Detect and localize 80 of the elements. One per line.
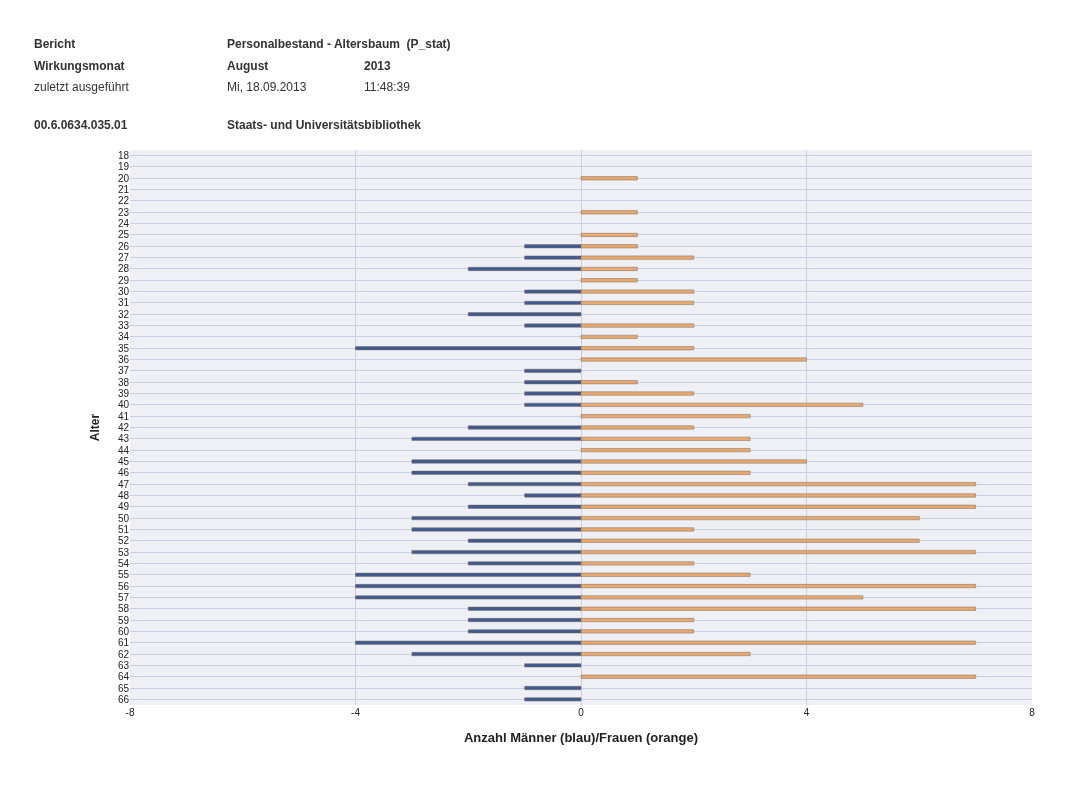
y-tick-label: 25: [117, 229, 130, 241]
bar: [580, 176, 638, 181]
x-tick-label: 8: [1029, 707, 1036, 718]
y-tick-label: 45: [117, 455, 130, 467]
text: 2013: [364, 59, 392, 73]
y-tick-label: 56: [117, 580, 130, 592]
y-tick-label: 28: [117, 263, 130, 275]
bar: [524, 368, 582, 373]
y-tick-label: 55: [117, 569, 130, 581]
bar: [580, 210, 638, 215]
y-tick-label: 48: [117, 489, 130, 501]
bar: [580, 674, 976, 679]
y-tick-label: 38: [117, 376, 130, 388]
y-tick-label: 40: [117, 399, 130, 411]
text: Staats- und Universitätsbibliothek: [227, 118, 422, 132]
x-tick-label: -4: [351, 707, 361, 718]
y-tick-label: 18: [117, 150, 130, 162]
y-tick-label: 61: [117, 637, 130, 649]
y-tick-label: 54: [117, 557, 130, 569]
y-tick-label: 36: [117, 354, 130, 366]
y-tick-label: 66: [117, 693, 130, 705]
y-tick-label: 34: [117, 331, 130, 343]
y-tick-label: 51: [117, 523, 130, 535]
y-tick-label: 46: [117, 467, 130, 479]
y-tick-label: 63: [117, 659, 130, 671]
y-tick-label: 32: [117, 308, 130, 320]
y-tick-label: 62: [117, 648, 130, 660]
y-tick-label: 23: [117, 206, 130, 218]
x-tick-label: 4: [803, 707, 810, 718]
bar: [468, 312, 582, 317]
bar: [580, 448, 751, 453]
y-tick-label: 53: [117, 546, 130, 558]
y-tick-label: 35: [117, 342, 130, 354]
y-tick-label: 41: [117, 410, 130, 422]
y-tick-label: 33: [117, 320, 130, 332]
y-tick-label: 60: [117, 625, 130, 637]
y-tick-label: 31: [117, 297, 130, 309]
text: zuletzt ausgeführt: [34, 80, 130, 94]
y-tick-label: 30: [117, 286, 130, 298]
bar: [524, 686, 582, 690]
y-tick-label: 42: [117, 422, 130, 433]
bar: [580, 334, 638, 339]
y-tick-label: 21: [117, 184, 130, 196]
y-tick-label: 22: [117, 195, 130, 207]
x-tick-label: -8: [125, 707, 135, 718]
text: August: [227, 59, 269, 73]
y-tick-label: 43: [117, 433, 130, 445]
y-axis-title: Alter: [88, 413, 103, 442]
y-tick-label: 57: [117, 591, 130, 603]
y-tick-label: 27: [117, 252, 130, 264]
y-tick-label: 52: [117, 535, 130, 547]
text: Personalbestand - Altersbaum (P_stat): [227, 37, 451, 51]
x-tick-label: 0: [578, 707, 585, 718]
y-tick-label: 50: [117, 512, 130, 524]
y-tick-label: 37: [117, 365, 130, 377]
text: 00.6.0634.035.01: [34, 118, 128, 132]
y-tick-label: 59: [117, 614, 130, 626]
bar: [580, 357, 807, 362]
y-tick-label: 20: [117, 172, 130, 184]
y-tick-label: 65: [117, 682, 130, 694]
text: Wirkungsmonat: [34, 59, 125, 73]
bar: [524, 697, 582, 702]
y-tick-label: 24: [117, 218, 130, 230]
text: Bericht: [34, 37, 76, 51]
bar: [580, 278, 638, 283]
bar: [524, 663, 582, 668]
y-tick-label: 49: [117, 501, 130, 513]
y-tick-label: 19: [117, 161, 130, 173]
y-tick-label: 26: [117, 240, 130, 252]
y-tick-label: 64: [117, 671, 130, 683]
y-tick-label: 47: [117, 478, 130, 490]
text: Mi, 18.09.2013: [227, 80, 307, 94]
y-tick-label: 39: [117, 388, 130, 400]
x-axis-title: Anzahl Männer (blau)/Frauen (orange): [463, 729, 699, 745]
y-tick-label: 29: [117, 274, 130, 286]
y-tick-label: 58: [117, 603, 130, 615]
bar: [580, 414, 751, 419]
y-tick-label: 44: [117, 444, 130, 456]
text: 11:48:39: [364, 80, 411, 94]
bar: [580, 233, 638, 237]
